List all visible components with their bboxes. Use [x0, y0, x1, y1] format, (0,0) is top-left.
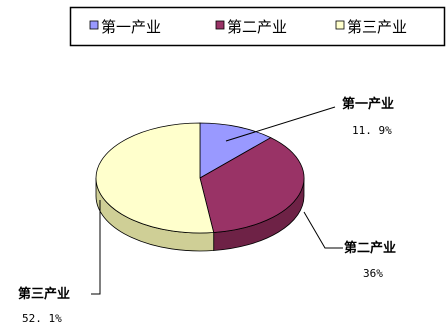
pie-slice-primary — [199, 122, 272, 179]
leader-lines — [91, 106, 343, 295]
legend-label-primary: 第一产业 — [101, 18, 161, 36]
pie-slice-tertiary — [95, 122, 215, 234]
pie-slice-secondary — [199, 137, 305, 233]
legend-swatch-primary — [89, 20, 99, 30]
slice-label-tertiary: 第三产业 — [18, 286, 70, 302]
pct-label-primary: 11. 9% — [352, 124, 392, 137]
legend-label-secondary: 第二产业 — [227, 18, 287, 36]
pct-label-tertiary: 52. 1% — [22, 312, 62, 325]
leader-line-tertiary — [91, 200, 101, 295]
pct-label-secondary: 36% — [363, 267, 383, 280]
slice-label-secondary: 第二产业 — [344, 240, 396, 256]
legend: 第一产业 第二产业 第三产业 — [69, 6, 446, 47]
legend-label-tertiary: 第三产业 — [347, 18, 407, 36]
legend-swatch-secondary — [215, 20, 225, 30]
slice-label-primary: 第一产业 — [342, 96, 394, 112]
legend-swatch-tertiary — [335, 20, 345, 30]
leader-line-secondary — [303, 211, 343, 249]
leader-line-primary — [225, 106, 336, 142]
legend-frame — [69, 6, 446, 47]
pie-slices — [95, 122, 305, 234]
